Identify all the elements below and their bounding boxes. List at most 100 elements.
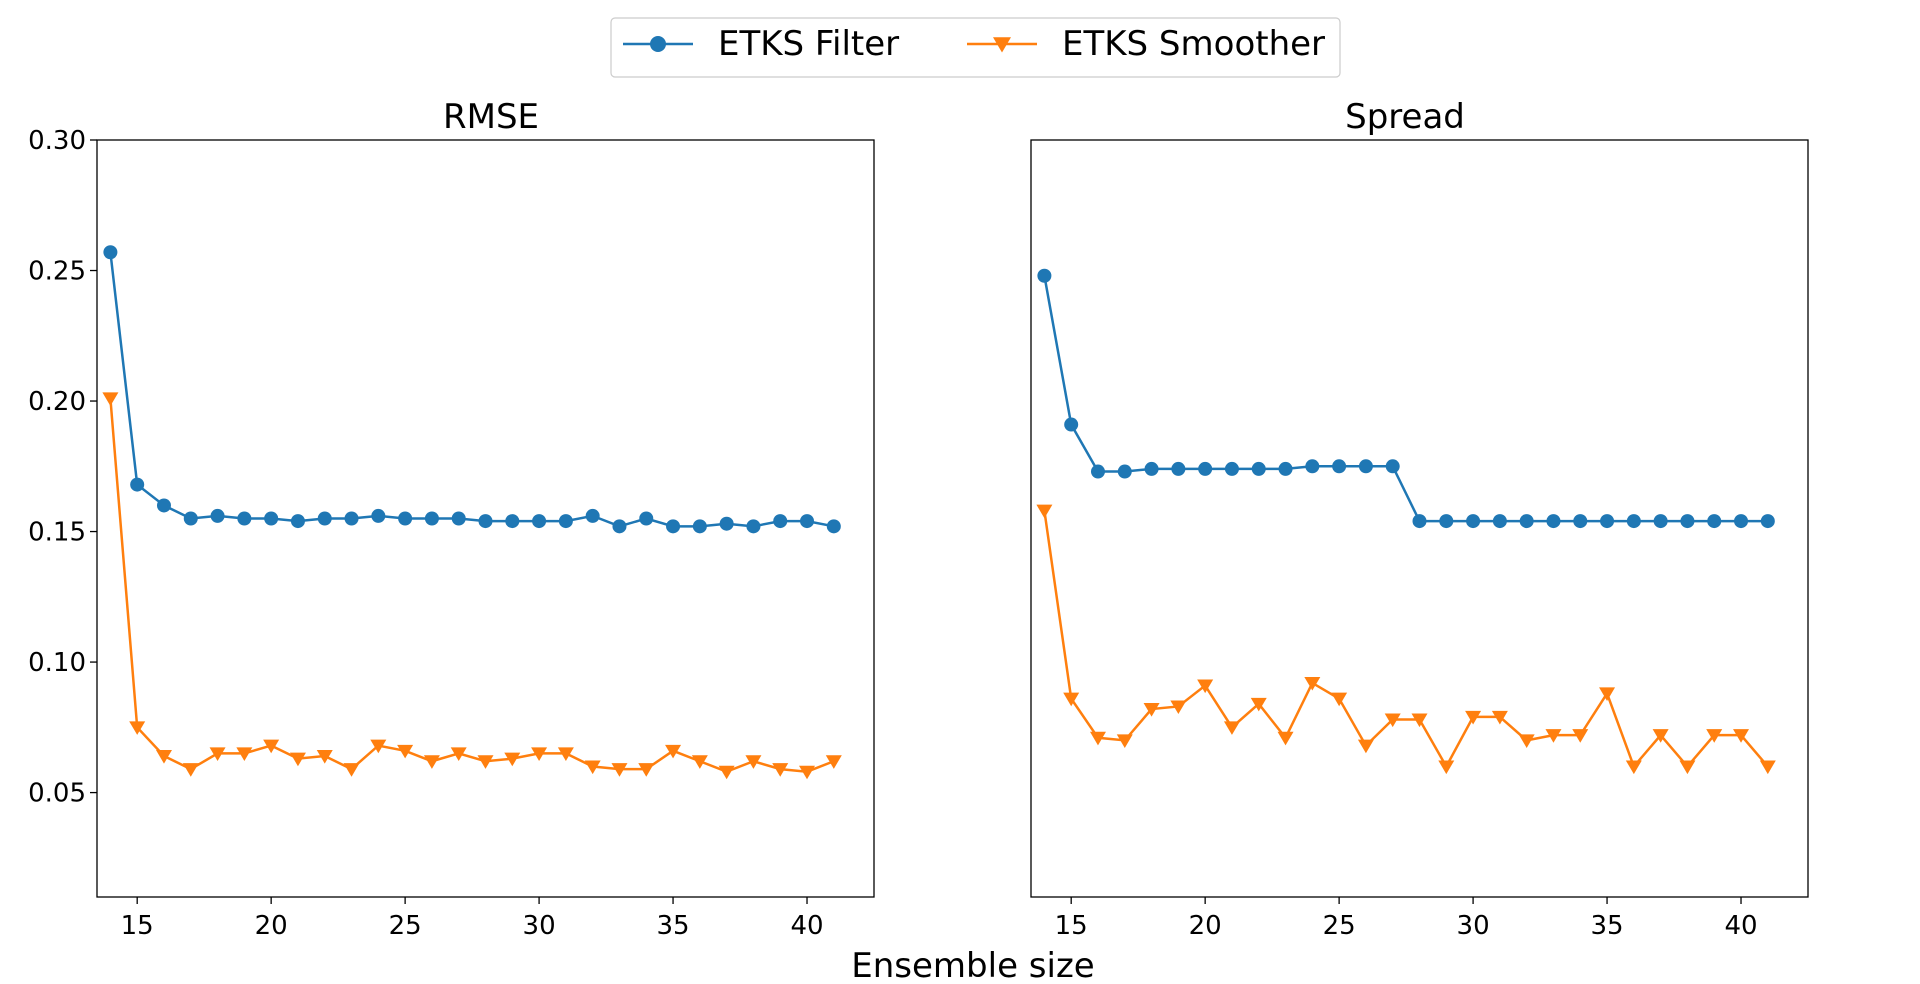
legend-box (610, 17, 1341, 78)
data-point-smoother (236, 747, 253, 762)
spread-plot-area: 15 20 25 30 35 40 (1030, 139, 1809, 941)
data-point-smoother (1036, 504, 1053, 519)
data-point-filter (666, 519, 681, 534)
data-point-filter (344, 511, 359, 526)
data-point-smoother (1438, 760, 1455, 775)
data-point-smoother (370, 739, 387, 754)
data-point-filter (451, 511, 466, 526)
data-point-smoother (1250, 697, 1267, 712)
data-point-filter (746, 519, 761, 534)
data-point-filter (1519, 514, 1534, 529)
data-point-smoother (718, 765, 735, 780)
data-point-smoother (1089, 731, 1106, 746)
data-point-filter (1573, 514, 1588, 529)
data-point-filter (1385, 459, 1400, 474)
data-point-filter (237, 511, 252, 526)
data-point-filter (424, 511, 439, 526)
data-point-filter (1305, 459, 1320, 474)
y-tick-label: 0.20 (28, 387, 86, 417)
data-point-filter (1466, 514, 1481, 529)
series-line-filter (109, 252, 835, 528)
data-point-smoother (1491, 710, 1508, 725)
data-point-smoother (825, 755, 842, 769)
data-point-filter (1064, 417, 1079, 432)
data-point-smoother (691, 755, 708, 769)
x-tick-label: 40 (1724, 911, 1757, 941)
data-point-filter (1626, 514, 1641, 529)
data-point-smoother (745, 755, 762, 769)
series-line-smoother (109, 398, 835, 774)
axes-frame (96, 139, 875, 898)
y-tick-label: 0.25 (28, 257, 86, 287)
data-point-filter (398, 511, 413, 526)
data-point-filter (826, 519, 841, 534)
data-point-smoother (531, 747, 548, 762)
data-point-smoother (1143, 703, 1160, 717)
data-point-filter (1680, 514, 1695, 529)
axes-frame (1030, 139, 1809, 898)
data-point-filter (1600, 514, 1615, 529)
data-point-filter (692, 519, 707, 534)
data-point-filter (1224, 461, 1239, 476)
data-point-filter (317, 511, 332, 526)
data-point-smoother (1518, 734, 1535, 748)
legend: ETKS Filter ETKS Smoother (610, 17, 1341, 78)
x-tick-label: 15 (1055, 911, 1088, 941)
data-point-smoother (665, 744, 682, 759)
data-point-filter (585, 508, 600, 523)
y-tick-label: 0.30 (28, 126, 86, 156)
series-line-filter (1043, 275, 1768, 523)
data-point-filter (1144, 461, 1159, 476)
data-point-smoother (1331, 692, 1348, 707)
x-tick-label: 30 (523, 911, 556, 941)
data-point-filter (371, 508, 386, 523)
data-point-filter (719, 516, 734, 531)
data-point-smoother (584, 760, 601, 775)
y-tick-label: 0.05 (28, 779, 86, 809)
data-point-filter (183, 511, 198, 526)
data-point-filter (130, 477, 145, 492)
data-point-filter (264, 511, 279, 526)
data-point-smoother (799, 765, 816, 780)
data-point-filter (290, 514, 305, 529)
data-point-smoother (1116, 734, 1133, 748)
data-point-filter (156, 498, 171, 513)
data-point-filter (612, 519, 627, 534)
data-point-filter (1090, 464, 1105, 479)
data-point-smoother (1197, 679, 1214, 694)
data-point-smoother (611, 763, 628, 777)
rmse-panel-title: RMSE (443, 97, 539, 137)
data-point-smoother (155, 750, 172, 764)
data-point-smoother (1384, 713, 1401, 728)
data-point-filter (1198, 461, 1213, 476)
x-tick-label: 25 (389, 911, 422, 941)
legend-smoother-marker (993, 37, 1011, 53)
data-point-smoother (504, 752, 521, 767)
x-tick-label: 15 (121, 911, 154, 941)
data-point-smoother (1465, 710, 1482, 725)
data-point-smoother (1572, 729, 1589, 743)
x-tick-label: 30 (1457, 911, 1490, 941)
spread-panel: Spread 15 20 25 30 35 40 (1030, 97, 1809, 941)
data-point-smoother (209, 747, 226, 762)
data-point-smoother (1170, 700, 1187, 715)
data-point-smoother (1545, 729, 1562, 743)
data-point-filter (1734, 514, 1749, 529)
data-point-smoother (102, 392, 119, 407)
data-point-smoother (289, 752, 306, 767)
data-point-filter (210, 508, 225, 523)
data-point-filter (1278, 461, 1293, 476)
x-tick-label: 35 (657, 911, 690, 941)
data-point-filter (1412, 514, 1427, 529)
data-point-smoother (1625, 760, 1642, 775)
data-point-smoother (1304, 676, 1321, 691)
data-point-smoother (638, 763, 655, 777)
data-point-filter (1037, 268, 1052, 283)
data-point-filter (1117, 464, 1132, 479)
data-point-filter (505, 514, 520, 529)
data-point-smoother (316, 750, 333, 764)
data-point-smoother (397, 744, 414, 759)
data-point-smoother (129, 721, 146, 735)
data-point-filter (1251, 461, 1266, 476)
data-point-filter (478, 514, 493, 529)
